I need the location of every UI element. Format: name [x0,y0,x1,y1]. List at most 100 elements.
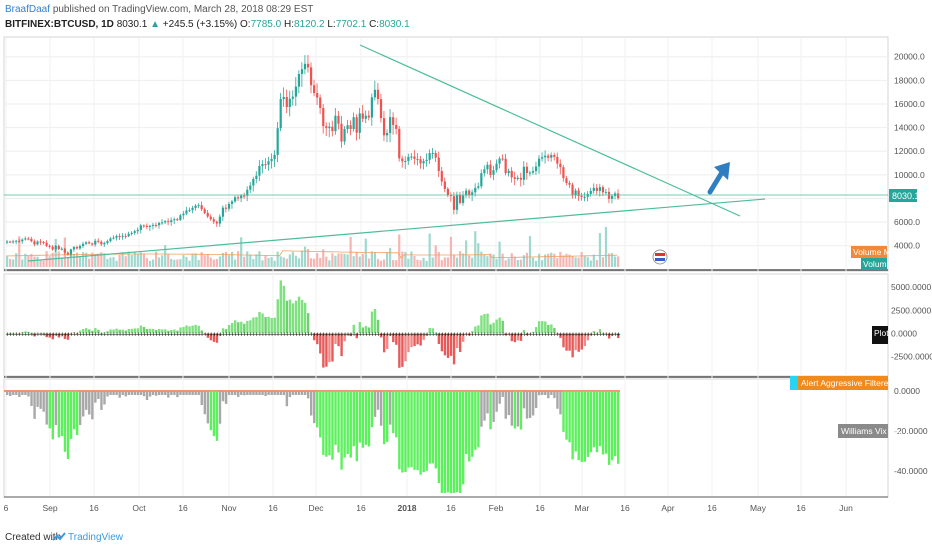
oscillator-bar [601,333,605,335]
volume-bar [197,260,200,267]
time-tick-label: 16 [796,503,806,513]
vix-bar [267,391,270,395]
oscillator-bar [188,326,191,334]
vix-bar [167,391,170,398]
volume-bar [313,258,316,267]
zero-cross-marker: + [124,331,128,338]
volume-bar [118,254,121,267]
candle-body [124,235,127,237]
zero-cross-marker: + [328,331,332,338]
volume-bar [133,251,136,267]
zero-cross-marker: + [474,331,478,338]
oscillator-bar [167,330,170,334]
candle-body [161,222,164,224]
vix-bar [580,391,583,462]
vix-bar [191,391,194,395]
candle-body [477,186,480,188]
candle-body [328,126,331,129]
candle-body [145,225,149,227]
volume-bar [519,259,522,267]
zero-cross-marker: + [614,331,618,338]
volume-bar [422,257,425,267]
oscillator-bar [6,333,9,335]
axis-labels: 20000.0 18000.0 16000.0 14000.0 12000.0 10000… [4,52,932,513]
oscillator-bar [54,333,58,336]
zero-cross-marker: + [343,331,347,338]
volume-bar [410,251,413,267]
volume-bar [306,249,310,267]
zero-cross-marker: + [534,331,538,338]
candle-body [617,193,620,199]
volume-bar [382,259,386,267]
zero-cross-marker: + [492,331,496,338]
candle-body [12,241,15,243]
oscillator-bar [498,317,501,334]
oscillator-bar [340,333,343,357]
oscillator-bar [240,321,243,334]
volume-bar [571,255,574,267]
chart-canvas[interactable]: ++++++++++++++++++++++++++++++++++++++++… [0,34,932,526]
volume-bar [179,259,182,267]
candle-body [133,231,136,233]
volume-bar [316,253,319,267]
volume-bar [78,256,82,267]
candle-body [306,63,310,68]
oscillator-bar [361,327,365,334]
candle-body [504,158,507,174]
vix-bar [85,391,88,410]
ascending-trendline[interactable] [27,198,766,262]
volume-bar [234,259,237,267]
candle-body [610,196,614,199]
volume-bar [340,253,343,267]
vix-bar [100,391,103,410]
price-tick-label: 20000.0 [894,52,925,62]
descending-trendline[interactable] [359,44,741,217]
volume-bar [285,258,288,267]
vix-bar [45,391,48,425]
volume-bar [194,253,197,267]
candle-body [352,117,355,130]
vix-bar [215,391,219,441]
vix-bar [392,391,395,434]
oscillator-bar [355,333,358,339]
author-link[interactable]: BraafDaaf [5,4,51,15]
flag-icon[interactable] [652,249,668,265]
candle-body [349,125,352,130]
oscillator-bar [538,321,541,334]
vix-bar [538,391,541,396]
oscillator-bar [364,325,368,334]
candle-body [316,93,319,98]
volume-bar [489,253,492,267]
candle-body [69,249,73,255]
zero-cross-marker: + [121,331,125,338]
volume-bar [319,257,322,267]
vix-bar [24,391,27,395]
oscillator-bar [349,333,352,337]
price-tick-label: 16000.0 [894,99,925,109]
oscillator-bar [145,328,149,334]
zero-cross-marker: + [386,331,390,338]
zero-cross-marker: + [106,331,110,338]
volume-bar [583,255,586,267]
volume-bar [431,257,434,267]
zero-cross-marker: + [273,331,277,338]
oscillator-bar [313,333,316,341]
volume-bar [328,260,331,267]
oscillator-bar [437,333,441,344]
zero-cross-marker: + [577,331,581,338]
zero-cross-marker: + [221,331,225,338]
candle-body [547,155,550,158]
candle-body [215,221,218,224]
zero-cross-marker: + [246,331,250,338]
vix-bar [455,391,459,492]
tradingview-brand[interactable]: TradingView [68,532,124,543]
oscillator-bar [154,329,158,334]
volume-bar [230,251,234,267]
oscillator-bar [33,333,36,337]
zero-cross-marker: + [504,331,508,338]
volume-bar [598,233,601,267]
vix-bar [57,391,61,438]
zero-cross-marker: + [322,331,326,338]
oscillator-bar [413,333,416,346]
zero-cross-marker: + [392,331,396,338]
